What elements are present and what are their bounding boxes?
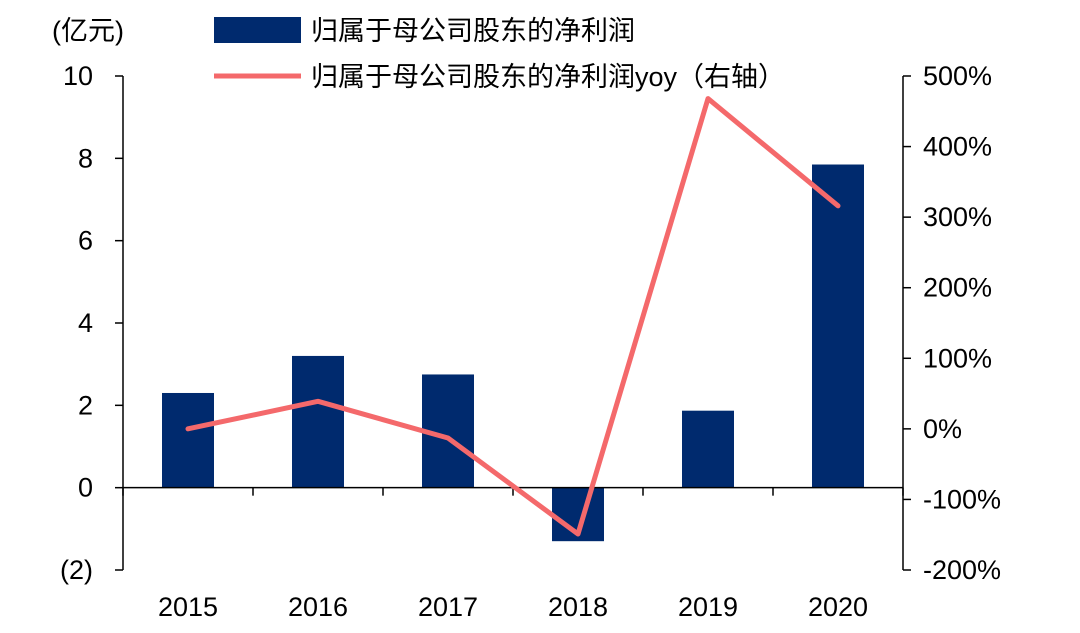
axes: (2) 0 2 4 6 8 10 -200% -100% 0% 100% 200% 300% 400% 50… [60,61,1001,622]
bar-2015 [162,392,214,488]
x-axis-tick-label: 2020 [808,592,868,622]
left-axis-tick-label: 6 [78,226,93,256]
left-axis-tick-label: 2 [78,390,93,420]
bar-2016 [292,355,344,488]
legend-label-line: 归属于母公司股东的净利润yoy（右轴） [311,62,785,92]
right-axis-tick-label: 300% [923,202,992,232]
legend-swatch-bar [214,17,301,43]
left-axis-tick-label: 0 [78,473,93,503]
x-axis-tick-label: 2017 [418,592,478,622]
left-axis-tick-label: 8 [78,143,93,173]
right-axis-tick-label: 400% [923,132,992,162]
left-axis-unit-label: (亿元) [52,16,124,46]
legend-label-bar: 归属于母公司股东的净利润 [311,16,635,46]
right-axis-tick-label: -100% [923,484,1001,514]
yoy-line [185,96,841,537]
left-axis-tick-label: 4 [78,308,93,338]
line-series [185,96,841,537]
x-axis-tick-label: 2018 [548,592,608,622]
x-axis-tick-label: 2016 [288,592,348,622]
bar-series [162,164,864,542]
right-axis-tick-label: 0% [923,414,962,444]
bar-2019 [682,410,734,488]
x-axis-tick-label: 2015 [158,592,218,622]
left-axis-tick-label: 10 [63,61,93,91]
bar-2020 [812,164,864,488]
right-axis-tick-label: 200% [923,273,992,303]
legend: 归属于母公司股东的净利润 归属于母公司股东的净利润yoy（右轴） [214,16,785,92]
x-axis-tick-label: 2019 [678,592,738,622]
right-axis-tick-label: -200% [923,555,1001,585]
left-axis-tick-label: (2) [60,555,93,585]
right-axis-tick-label: 100% [923,343,992,373]
right-axis-tick-label: 500% [923,61,992,91]
